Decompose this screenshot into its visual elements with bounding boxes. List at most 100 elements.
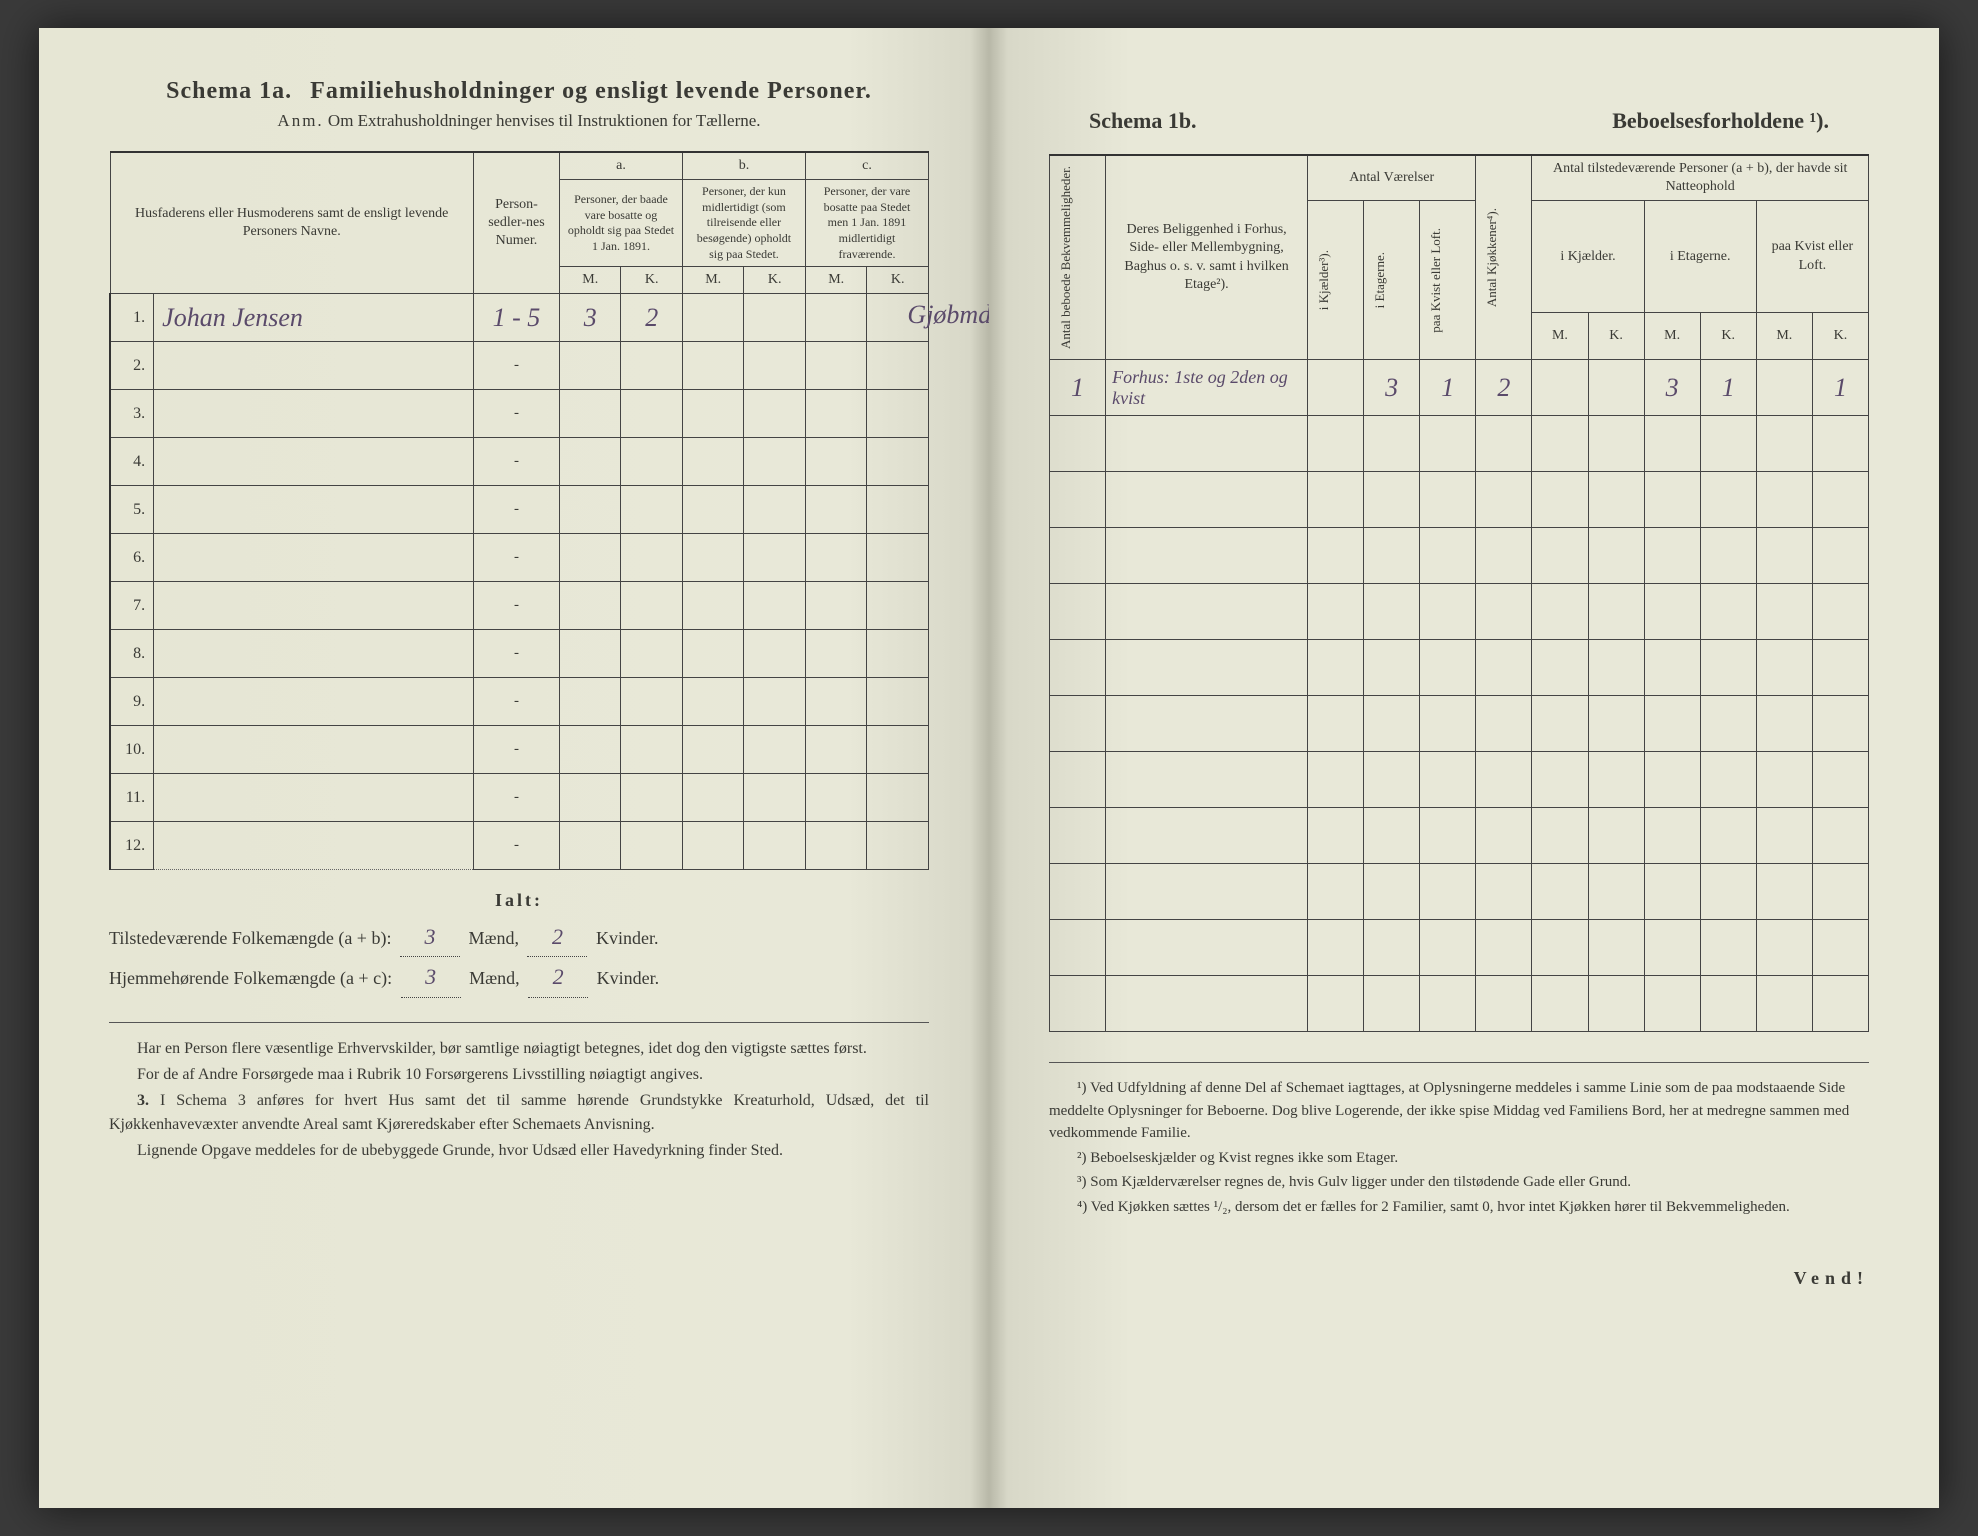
row-num: 9. xyxy=(110,678,154,726)
footnote-2: ²) Beboelseskjælder og Kvist regnes ikke… xyxy=(1049,1147,1869,1170)
footnote-1: ¹) Ved Udfyldning af denne Del af Schema… xyxy=(1049,1077,1869,1145)
row-num: 11. xyxy=(110,774,154,822)
table-row xyxy=(1050,752,1869,808)
hdr-personer: Antal tilstedeværende Personer (a + b), … xyxy=(1532,155,1869,201)
hdr-a-k: K. xyxy=(621,267,682,294)
vend-label: Vend! xyxy=(1049,1268,1869,1289)
table-row: 4.- xyxy=(110,438,929,486)
schema-1a-table: Husfaderens eller Husmoderens samt de en… xyxy=(109,151,929,870)
sedler-cell: - xyxy=(473,678,559,726)
name-cell xyxy=(154,534,474,582)
sedler-cell: - xyxy=(473,774,559,822)
table-row xyxy=(1050,416,1869,472)
hdr-b: b. xyxy=(682,152,805,180)
name-cell xyxy=(154,774,474,822)
sedler-cell: - xyxy=(473,582,559,630)
left-title-text: Familiehusholdninger og ensligt levende … xyxy=(310,78,872,104)
right-page: Schema 1b. Beboelsesforholdene ¹). Antal… xyxy=(989,28,1939,1508)
row-num: 5. xyxy=(110,486,154,534)
hdr-v1: i Kjælder³). xyxy=(1308,201,1364,360)
table-row xyxy=(1050,808,1869,864)
hdr-c-text: Personer, der vare bosatte paa Stedet me… xyxy=(805,180,928,267)
right-title-text: Beboelsesforholdene ¹). xyxy=(1612,108,1829,134)
sedler-cell: - xyxy=(473,486,559,534)
table-row: 9. - xyxy=(110,678,929,726)
sedler-cell: - xyxy=(473,390,559,438)
row-num: 12. xyxy=(110,822,154,870)
hdr-p1: i Kjælder. xyxy=(1532,201,1644,313)
row-num: 2. xyxy=(110,342,154,390)
right-title: Schema 1b. Beboelsesforholdene ¹). xyxy=(1049,108,1869,134)
table-row: 12. - xyxy=(110,822,929,870)
name-cell xyxy=(154,726,474,774)
hdr-vaerelser: Antal Værelser xyxy=(1308,155,1476,201)
table-row: 6. - xyxy=(110,534,929,582)
body-p4: Lignende Opgave meddeles for de ubebygge… xyxy=(109,1139,929,1163)
table-row xyxy=(1050,640,1869,696)
table-row xyxy=(1050,528,1869,584)
hdr-names: Husfaderens eller Husmoderens samt de en… xyxy=(110,152,473,294)
name-cell xyxy=(154,822,474,870)
table-row: 5. - xyxy=(110,486,929,534)
table-row xyxy=(1050,920,1869,976)
ialt-label: Ialt: xyxy=(109,884,929,916)
row-num: 1. xyxy=(110,294,154,342)
table-row: 2. - xyxy=(110,342,929,390)
body-p1: Har en Person flere væsentlige Erhvervsk… xyxy=(109,1037,929,1061)
hdr-belig: Deres Beliggenhed i Forhus, Side- eller … xyxy=(1106,155,1308,360)
row-num: 4. xyxy=(110,438,154,486)
schema-1b-table: Antal beboede Bekvemmeligheder. Deres Be… xyxy=(1049,154,1869,1032)
hdr-v3: paa Kvist eller Loft. xyxy=(1420,201,1476,360)
name-cell xyxy=(154,582,474,630)
schema-1a-body: 1.Johan Jensen1 - 532Gjøbmd.2.-3.-4.-5.-… xyxy=(110,294,929,870)
divider xyxy=(109,1022,929,1023)
name-cell xyxy=(154,342,474,390)
hdr-p3: paa Kvist eller Loft. xyxy=(1756,201,1868,313)
totals-block: Ialt: Tilstedeværende Folkemængde (a + b… xyxy=(109,884,929,998)
table-row xyxy=(1050,584,1869,640)
footnote-3: ³) Som Kjælderværelser regnes de, hvis G… xyxy=(1049,1171,1869,1194)
hdr-bekv: Antal beboede Bekvemmeligheder. xyxy=(1050,155,1106,360)
row-num: 3. xyxy=(110,390,154,438)
schema-1a-label: Schema 1a. xyxy=(166,78,292,104)
hdr-sedler: Person-sedler-nes Numer. xyxy=(473,152,559,294)
row-num: 6. xyxy=(110,534,154,582)
table-row xyxy=(1050,864,1869,920)
name-cell xyxy=(154,630,474,678)
hdr-a-text: Personer, der baade vare bosatte og opho… xyxy=(560,180,683,267)
footnotes: ¹) Ved Udfyldning af denne Del af Schema… xyxy=(1049,1062,1869,1218)
table-row xyxy=(1050,696,1869,752)
hdr-c-k: K. xyxy=(867,267,929,294)
table-row: 11. - xyxy=(110,774,929,822)
left-title: Schema 1a. Familiehusholdninger og ensli… xyxy=(109,78,929,105)
table-row: 7. - xyxy=(110,582,929,630)
row-num: 7. xyxy=(110,582,154,630)
hdr-b-k: K. xyxy=(744,267,805,294)
left-page: Schema 1a. Familiehusholdninger og ensli… xyxy=(39,28,989,1508)
body-p2: For de af Andre Forsørgede maa i Rubrik … xyxy=(109,1063,929,1087)
name-cell xyxy=(154,678,474,726)
sedler-cell: - xyxy=(473,342,559,390)
total-line-2: Hjemmehørende Folkemængde (a + c): 3 Mæn… xyxy=(109,957,929,998)
table-row: 10.- xyxy=(110,726,929,774)
census-book-spread: Schema 1a. Familiehusholdninger og ensli… xyxy=(39,28,1939,1508)
table-row: 8.- xyxy=(110,630,929,678)
hdr-kjok: Antal Kjøkkener⁴). xyxy=(1476,155,1532,360)
name-cell: Johan Jensen xyxy=(154,294,474,342)
table-row: 1.Johan Jensen1 - 532Gjøbmd. xyxy=(110,294,929,342)
sedler-cell: - xyxy=(473,822,559,870)
sedler-cell: - xyxy=(473,726,559,774)
hdr-a: a. xyxy=(560,152,683,180)
hdr-p2: i Etagerne. xyxy=(1644,201,1756,313)
name-cell xyxy=(154,486,474,534)
left-subtitle: Anm. Om Extrahusholdninger henvises til … xyxy=(109,111,929,131)
hdr-c: c. xyxy=(805,152,928,180)
hdr-c-m: M. xyxy=(805,267,866,294)
hdr-v2: i Etagerne. xyxy=(1364,201,1420,360)
name-cell xyxy=(154,390,474,438)
total-line-1: Tilstedeværende Folkemængde (a + b): 3 M… xyxy=(109,917,929,958)
table-row: 3. - xyxy=(110,390,929,438)
table-row xyxy=(1050,472,1869,528)
sedler-cell: - xyxy=(473,534,559,582)
hdr-b-m: M. xyxy=(682,267,743,294)
